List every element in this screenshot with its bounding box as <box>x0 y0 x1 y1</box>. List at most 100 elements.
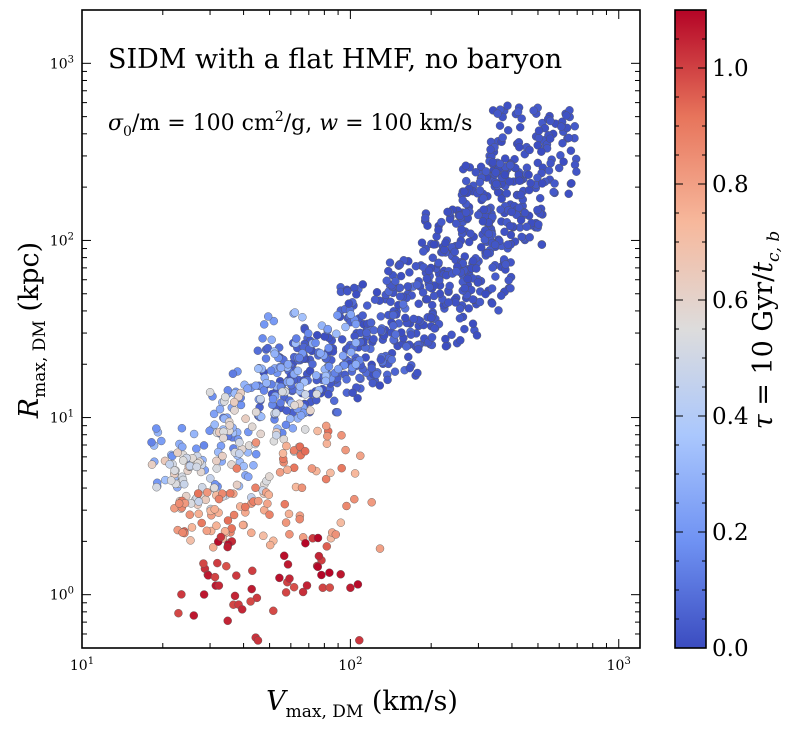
colorbar-tick-label: 0.2 <box>712 520 749 546</box>
data-point <box>468 295 478 304</box>
data-point <box>201 495 210 504</box>
data-point <box>185 510 195 519</box>
data-point <box>558 138 567 148</box>
data-point <box>555 163 564 173</box>
data-point <box>210 420 219 429</box>
data-point <box>486 145 495 154</box>
data-point <box>536 193 545 203</box>
data-point <box>405 268 414 277</box>
data-point <box>252 450 261 459</box>
data-point <box>387 355 396 364</box>
data-point <box>505 221 515 231</box>
data-point <box>516 190 525 200</box>
data-point <box>165 460 174 469</box>
data-point <box>358 280 367 289</box>
data-point <box>266 366 276 375</box>
data-point <box>566 146 576 155</box>
data-point <box>544 166 554 175</box>
data-point <box>455 314 465 323</box>
data-point <box>189 611 199 620</box>
data-point <box>166 476 176 485</box>
data-point <box>346 310 355 319</box>
data-point <box>232 571 241 580</box>
data-point <box>264 490 273 499</box>
data-point <box>475 297 485 307</box>
data-point <box>477 242 486 252</box>
data-point <box>301 425 310 434</box>
data-point <box>276 363 286 372</box>
data-point <box>391 330 400 339</box>
data-point <box>515 176 524 186</box>
data-point <box>344 299 353 308</box>
data-point <box>342 501 351 511</box>
data-point <box>443 207 452 217</box>
data-point <box>199 441 209 450</box>
data-point <box>497 291 506 300</box>
data-point <box>488 158 498 167</box>
data-point <box>520 208 530 218</box>
data-point <box>281 588 291 597</box>
data-point <box>260 320 269 329</box>
data-point <box>246 597 255 606</box>
data-point <box>435 275 444 285</box>
data-point <box>316 349 325 358</box>
data-point <box>506 160 515 170</box>
data-point <box>321 474 331 484</box>
data-point <box>546 116 555 126</box>
data-point <box>237 605 247 614</box>
data-point <box>428 253 437 262</box>
y-tick-label: 102 <box>50 231 74 249</box>
data-point <box>529 106 538 115</box>
data-point <box>401 313 410 323</box>
data-point <box>503 240 512 249</box>
x-tick-label: 101 <box>70 656 94 674</box>
data-point <box>311 338 320 348</box>
data-point <box>265 472 274 481</box>
scatter-points <box>147 101 581 645</box>
data-point <box>322 542 331 551</box>
data-point <box>268 394 278 404</box>
data-point <box>312 389 321 399</box>
data-point <box>192 444 201 453</box>
data-point <box>170 466 179 475</box>
data-point <box>318 583 327 592</box>
data-point <box>232 464 242 473</box>
data-point <box>515 142 524 152</box>
data-point <box>269 316 278 326</box>
chart-subtitle: σ0/m = 100 cm2/g, w = 100 km/s <box>108 109 472 140</box>
data-point <box>186 536 195 545</box>
data-point <box>513 107 523 117</box>
data-point <box>251 381 260 390</box>
data-point <box>301 539 310 548</box>
data-point <box>369 335 378 344</box>
data-point <box>570 122 579 131</box>
data-point <box>460 187 469 196</box>
data-point <box>173 448 182 457</box>
data-point <box>263 499 272 508</box>
data-point <box>479 205 488 214</box>
data-point <box>538 179 547 188</box>
data-point <box>559 157 568 167</box>
data-point <box>270 349 279 358</box>
data-point <box>259 531 268 540</box>
data-point <box>325 583 334 592</box>
data-point <box>288 424 297 433</box>
data-point <box>206 474 215 483</box>
data-point <box>307 464 317 473</box>
data-point <box>391 277 400 286</box>
data-point <box>340 361 349 370</box>
data-point <box>302 581 312 590</box>
data-point <box>376 312 385 321</box>
data-point <box>285 530 294 539</box>
data-point <box>205 388 215 397</box>
data-point <box>444 298 453 307</box>
data-point <box>178 528 187 537</box>
data-point <box>278 449 288 458</box>
data-point <box>334 364 343 374</box>
data-point <box>366 318 376 327</box>
data-point <box>252 593 262 603</box>
data-point <box>301 390 310 399</box>
data-point <box>152 483 161 492</box>
data-point <box>251 407 261 417</box>
data-point <box>395 283 405 292</box>
